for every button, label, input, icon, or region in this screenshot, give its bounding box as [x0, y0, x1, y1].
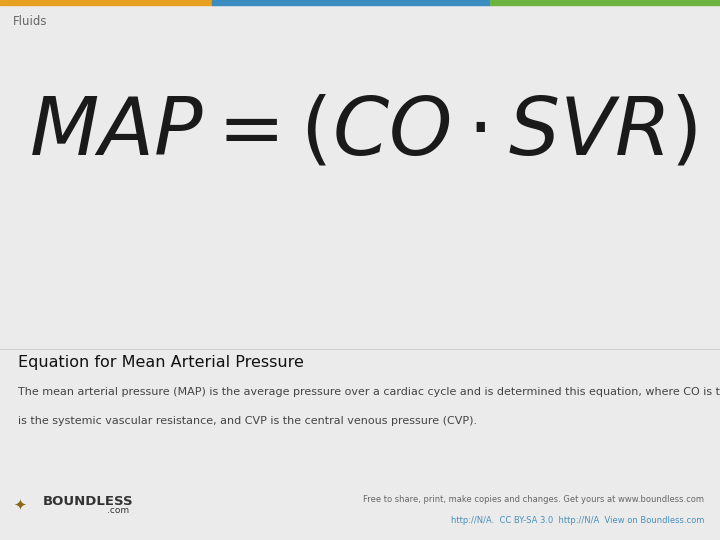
Text: .com: .com	[107, 506, 129, 515]
Bar	[490, 0, 720, 5]
Text: The mean arterial pressure (MAP) is the average pressure over a cardiac cycle an: The mean arterial pressure (MAP) is the …	[18, 387, 720, 397]
Text: http://N/A.  CC BY-SA 3.0  http://N/A  View on Boundless.com: http://N/A. CC BY-SA 3.0 http://N/A View…	[451, 516, 704, 525]
Bar	[212, 0, 490, 5]
Text: Equation for Mean Arterial Pressure: Equation for Mean Arterial Pressure	[18, 355, 304, 370]
Text: $\mathit{MAP} = (\mathit{CO} \cdot \mathit{SVR}) + \mathit{CVP}$: $\mathit{MAP} = (\mathit{CO} \cdot \math…	[29, 94, 720, 172]
Text: is the systemic vascular resistance, and CVP is the central venous pressure (CVP: is the systemic vascular resistance, and…	[18, 416, 477, 426]
Text: ✦: ✦	[13, 497, 26, 512]
Text: Fluids: Fluids	[13, 15, 48, 28]
Bar	[0, 0, 212, 5]
Text: BOUNDLESS: BOUNDLESS	[43, 495, 134, 508]
Text: Free to share, print, make copies and changes. Get yours at www.boundless.com: Free to share, print, make copies and ch…	[363, 495, 704, 504]
